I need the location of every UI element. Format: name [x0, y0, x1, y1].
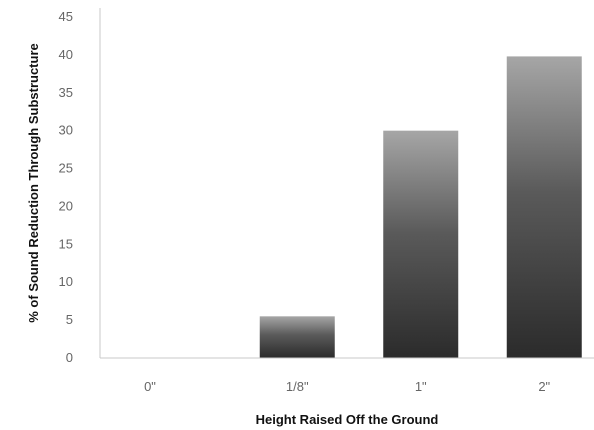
- bar: [383, 130, 459, 358]
- bar: [506, 56, 582, 358]
- x-axis-ticks: 0" 1/8" 1" 2": [144, 379, 550, 394]
- y-axis-title: % of Sound Reduction Through Substructur…: [26, 43, 41, 322]
- y-tick-label: 15: [59, 236, 73, 251]
- y-tick-label: 5: [66, 312, 73, 327]
- y-tick-label: 35: [59, 85, 73, 100]
- y-axis-ticks: 0 5 10 15 20 25 30 35 40 45: [59, 9, 73, 365]
- y-tick-label: 45: [59, 9, 73, 24]
- x-tick-label: 1": [415, 379, 427, 394]
- x-tick-label: 2": [538, 379, 550, 394]
- y-tick-label: 25: [59, 161, 73, 176]
- x-tick-label: 0": [144, 379, 156, 394]
- x-tick-label: 1/8": [286, 379, 309, 394]
- y-tick-label: 30: [59, 123, 73, 138]
- x-axis-title: Height Raised Off the Ground: [256, 412, 439, 427]
- y-tick-label: 40: [59, 47, 73, 62]
- bars: [259, 56, 582, 358]
- bar: [259, 316, 335, 358]
- y-tick-label: 0: [66, 350, 73, 365]
- y-tick-label: 10: [59, 274, 73, 289]
- y-tick-label: 20: [59, 198, 73, 213]
